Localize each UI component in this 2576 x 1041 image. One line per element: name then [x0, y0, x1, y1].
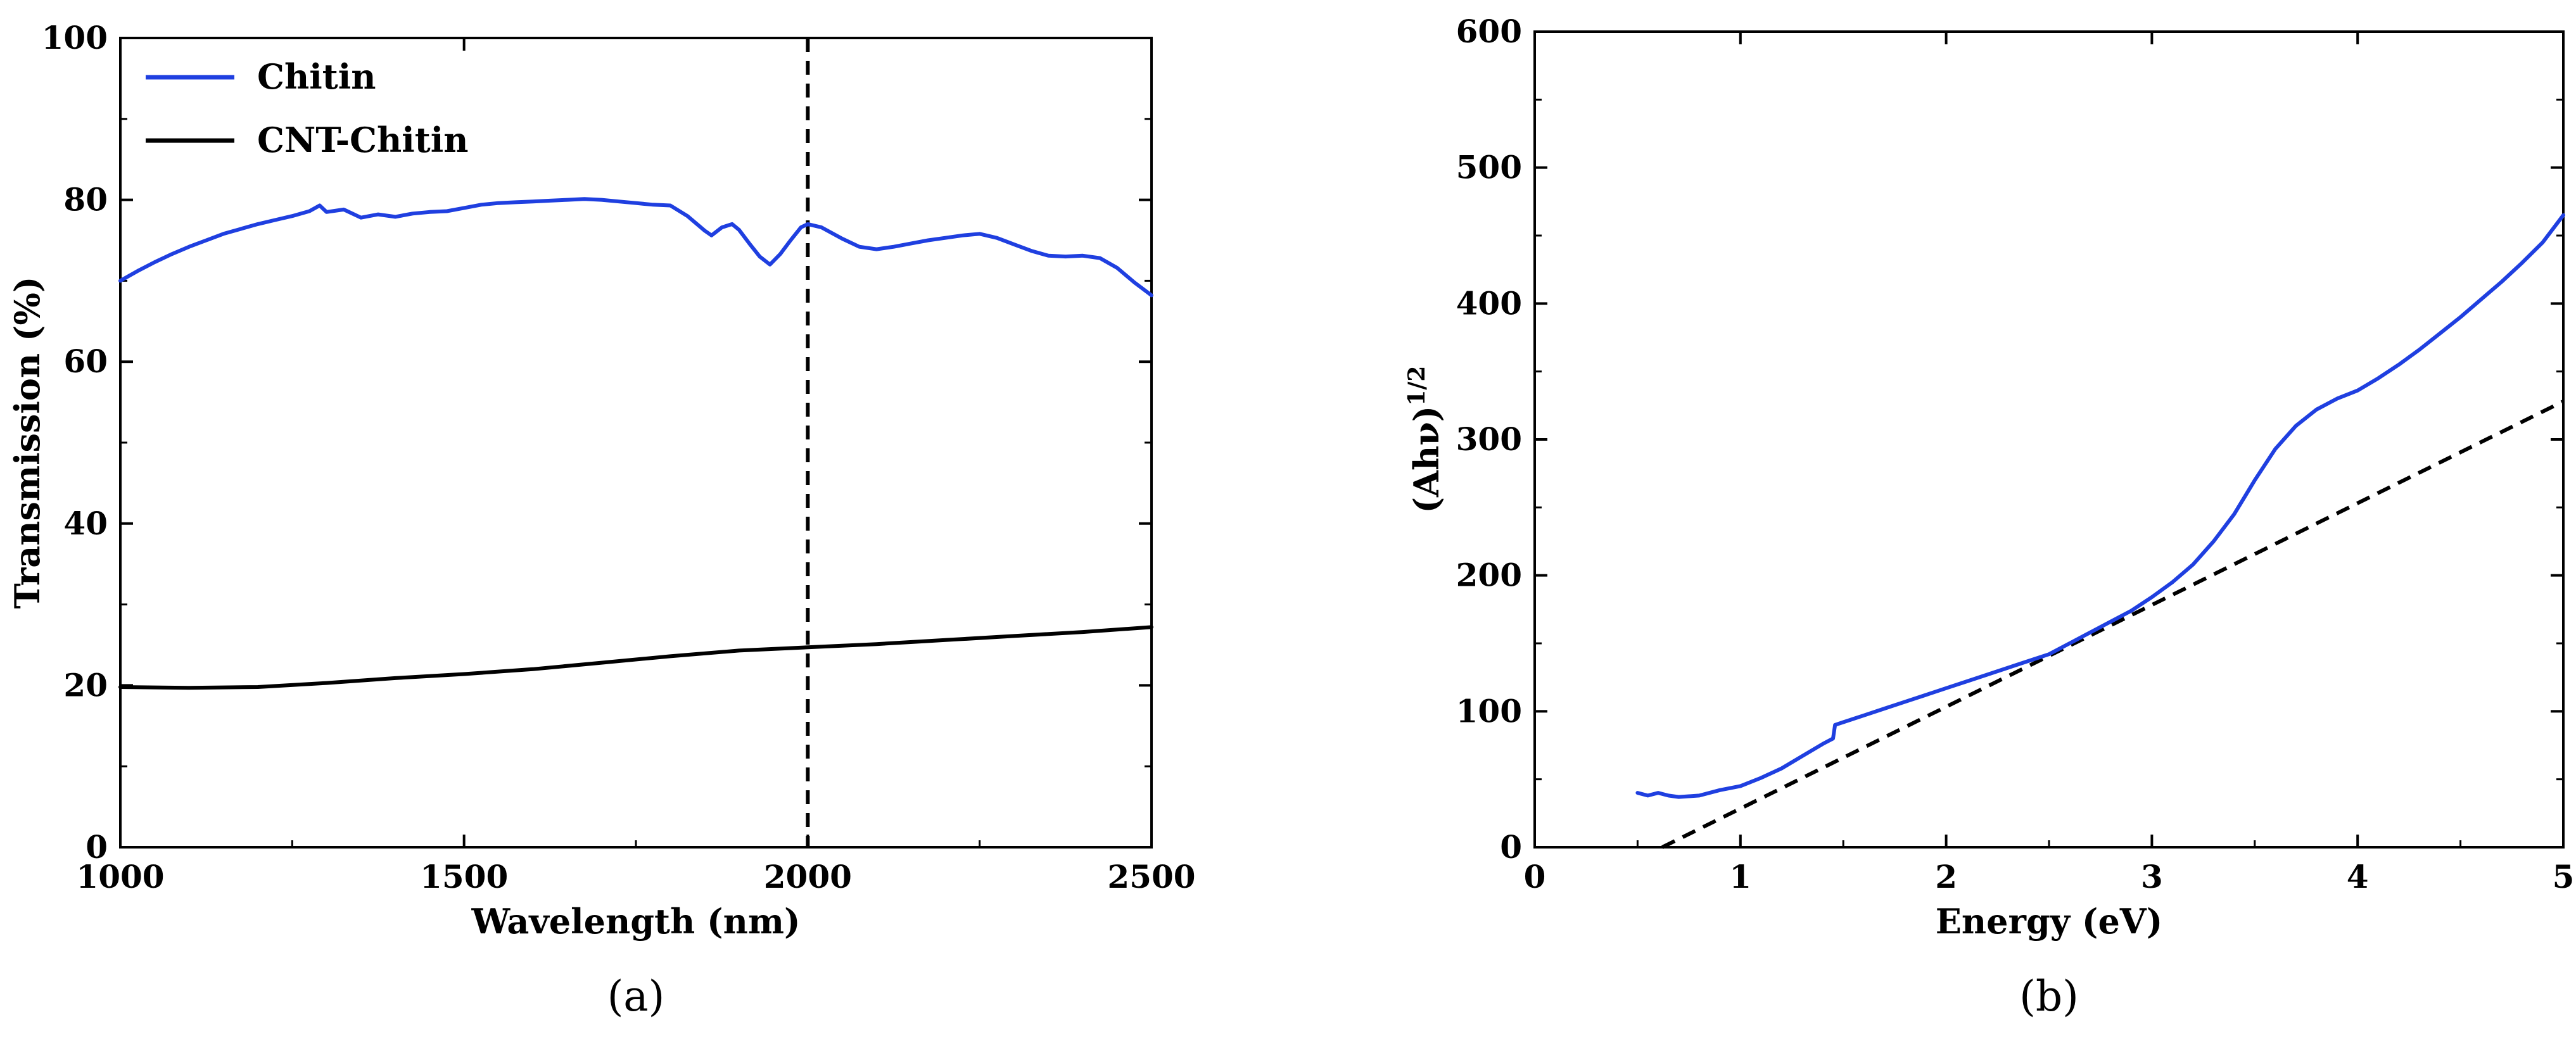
y-tick-label: 20 [63, 666, 108, 703]
x-axis-title: Energy (eV) [1936, 901, 2163, 942]
y-tick-label: 0 [1500, 828, 1522, 866]
series-line [1635, 213, 2565, 799]
panel-label: (b) [2019, 972, 2079, 1021]
y-tick-label: 200 [1456, 557, 1522, 594]
chart-panel-a: 1000 1500 2000 2500 0 20 40 60 80 100 Wavelength (… [7, 19, 1196, 1021]
series-line-chitin [118, 197, 1153, 298]
y-tick-label: 100 [42, 19, 108, 56]
legend-label: Chitin [257, 56, 376, 97]
y-tick-label: 300 [1456, 420, 1522, 458]
panel-label: (a) [607, 972, 665, 1021]
x-tick-label: 1500 [420, 858, 508, 895]
fit-line [1661, 400, 2565, 849]
x-tick-label: 3 [2141, 858, 2163, 895]
y-axis-title: (Ahν)1/2 [1404, 366, 1447, 514]
x-tick-label: 1000 [76, 858, 164, 895]
y-tick-label: 100 [1456, 692, 1522, 729]
y-tick-label: 40 [63, 505, 108, 542]
y-tick-label: 60 [63, 343, 108, 380]
x-tick-label: 2 [1935, 858, 1957, 895]
series-line-cnt-chitin [118, 625, 1153, 690]
x-tick-label: 0 [1524, 858, 1546, 895]
y-axis-title-main: Transmission (%) [7, 277, 48, 609]
chart-panel-b: 0 1 2 3 4 5 0 100 200 300 400 500 600 Energy (eV) (Ahν… [1404, 13, 2574, 1021]
y-axis-title-superscript: 1/2 [1404, 366, 1430, 406]
x-tick-label: 4 [2347, 858, 2369, 895]
y-tick-label: 500 [1456, 149, 1522, 186]
y-tick-label: 80 [63, 181, 108, 218]
legend-label: CNT-Chitin [257, 120, 468, 160]
x-axis-title: Wavelength (nm) [471, 901, 800, 942]
x-tick-label: 1 [1729, 858, 1751, 895]
x-tick-label: 5 [2553, 858, 2575, 895]
y-tick-label: 0 [86, 828, 108, 866]
x-tick-label: 2500 [1107, 858, 1195, 895]
y-axis-title-main: (Ahν) [1406, 406, 1447, 514]
y-tick-label: 600 [1456, 13, 1522, 50]
x-tick-label: 2000 [764, 858, 852, 895]
y-tick-label: 400 [1456, 284, 1522, 322]
y-axis-title: Transmission (%) [7, 277, 48, 609]
plot-frame [1533, 30, 2565, 849]
